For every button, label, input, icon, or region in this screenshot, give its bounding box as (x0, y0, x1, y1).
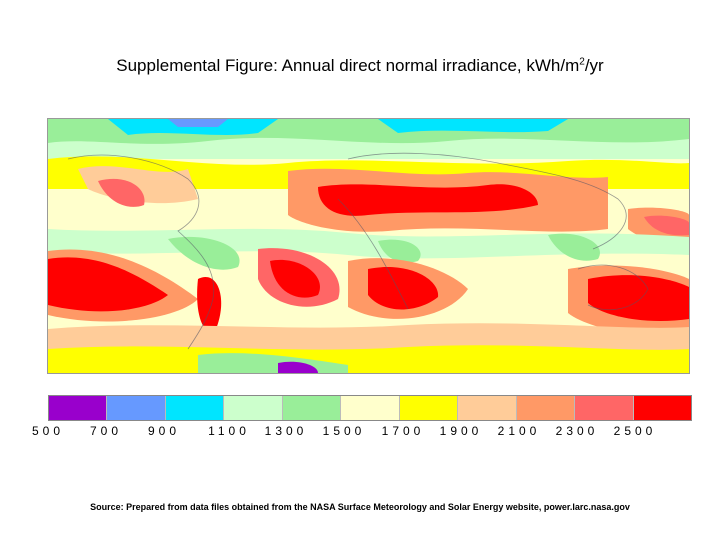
legend-tick: 2500 (613, 424, 657, 438)
legend-tick: 500 (31, 424, 65, 438)
legend-tick: 900 (147, 424, 181, 438)
legend-ticks: 500 700 900 1100 1300 1500 1700 1900 210… (30, 424, 690, 442)
legend-tick: 1900 (439, 424, 483, 438)
legend-tick: 1700 (381, 424, 425, 438)
legend-tick: 1300 (264, 424, 308, 438)
legend-swatch (341, 396, 400, 420)
legend-swatch (575, 396, 634, 420)
legend-tick: 700 (89, 424, 123, 438)
legend-swatch (107, 396, 166, 420)
legend-swatch (399, 396, 459, 420)
legend-tick: 1100 (208, 424, 250, 438)
irradiance-map-svg (48, 119, 689, 373)
legend-swatch (633, 396, 691, 420)
legend-swatch (282, 396, 342, 420)
legend-swatch (458, 396, 517, 420)
figure-title: Supplemental Figure: Annual direct norma… (116, 56, 604, 75)
legend-tick: 1500 (322, 424, 366, 438)
legend-swatch (516, 396, 576, 420)
legend-tick: 2300 (555, 424, 599, 438)
legend-swatch (165, 396, 225, 420)
color-scale (48, 395, 692, 421)
legend-swatch (224, 396, 283, 420)
legend-swatch (49, 396, 108, 420)
legend-tick: 2100 (497, 424, 541, 438)
irradiance-map (47, 118, 690, 374)
source-note: Source: Prepared from data files obtaine… (90, 502, 630, 512)
